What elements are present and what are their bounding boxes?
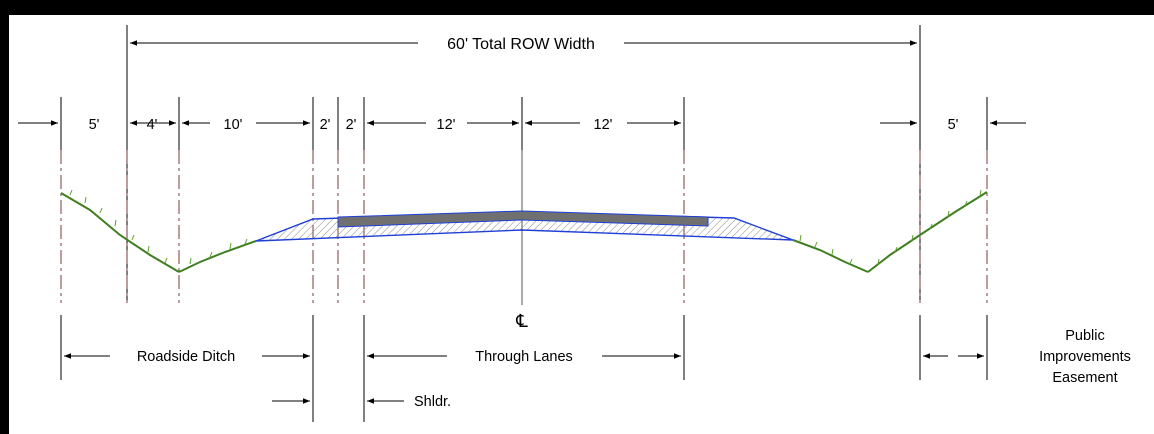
grass-texture — [69, 189, 982, 266]
total-row-dimension: 60' Total ROW Width — [126, 25, 921, 303]
pavement — [337, 210, 709, 228]
segment-label-7: 12' — [594, 117, 613, 133]
segment-label-2: 4' — [147, 117, 158, 133]
segment-label-5: 2' — [346, 117, 357, 133]
segment-label-3: 10' — [224, 117, 243, 133]
easement-label-line1: Public — [1065, 328, 1105, 344]
centerline-symbol: ℄ — [515, 311, 528, 331]
grass-slopes — [60, 191, 988, 273]
segment-label-1: 5' — [89, 117, 100, 133]
roadside-ditch-label: Roadside Ditch — [137, 349, 235, 365]
through-lanes-label: Through Lanes — [475, 349, 573, 365]
shoulder-label: Shldr. — [414, 394, 451, 410]
segment-label-4: 2' — [320, 117, 331, 133]
cross-section-canvas: 60' Total ROW Width — [9, 15, 1154, 434]
bottom-extension-lines — [60, 315, 988, 422]
road-cross-section-diagram: 60' Total ROW Width — [18, 25, 1131, 422]
segment-label-6: 12' — [437, 117, 456, 133]
segment-labels: 5' 4' 10' 2' 2' 12' 12' 5' — [89, 117, 959, 133]
segment-label-8: 5' — [948, 117, 959, 133]
extension-lines — [60, 97, 988, 150]
easement-label-line2: Improvements — [1039, 349, 1131, 365]
total-row-label: 60' Total ROW Width — [447, 36, 595, 53]
easement-label-line3: Easement — [1052, 370, 1117, 386]
